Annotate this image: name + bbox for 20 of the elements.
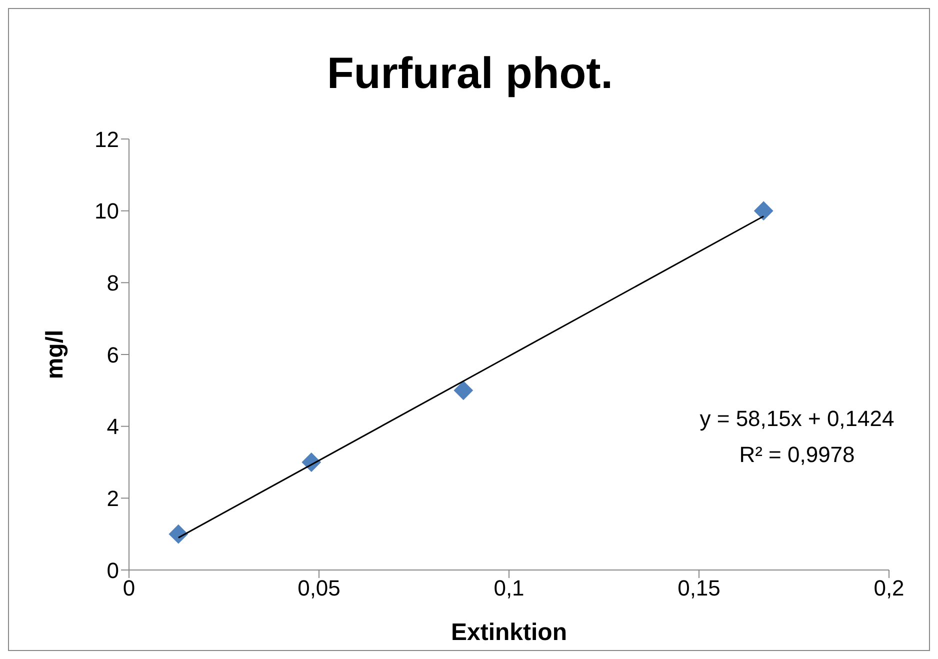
y-tick-label: 10 — [94, 198, 119, 224]
y-tick-label: 2 — [106, 486, 119, 511]
y-tick-label: 4 — [106, 414, 119, 440]
x-tick-label: 0,1 — [494, 576, 524, 601]
chart-title: Furfural phot. — [326, 49, 614, 99]
y-tick-label: 6 — [106, 342, 119, 368]
x-tick-label: 0,2 — [874, 576, 904, 601]
y-tick-label: 12 — [94, 126, 119, 152]
x-tick-label: 0 — [122, 576, 136, 601]
y-axis-title: mg/l — [42, 330, 69, 380]
x-tick-label: 0,15 — [678, 576, 720, 601]
annotation: R² = 0,9978 — [738, 441, 856, 469]
x-tick-label: 0,05 — [298, 576, 340, 601]
point — [168, 524, 188, 544]
y-tick-label: 0 — [106, 558, 119, 583]
point — [754, 201, 774, 220]
annotation: y = 58,15x + 0,1424 — [698, 405, 896, 433]
y-tick-label: 8 — [106, 270, 119, 296]
point — [454, 380, 473, 400]
x-axis-title: Extinktion — [450, 619, 568, 646]
